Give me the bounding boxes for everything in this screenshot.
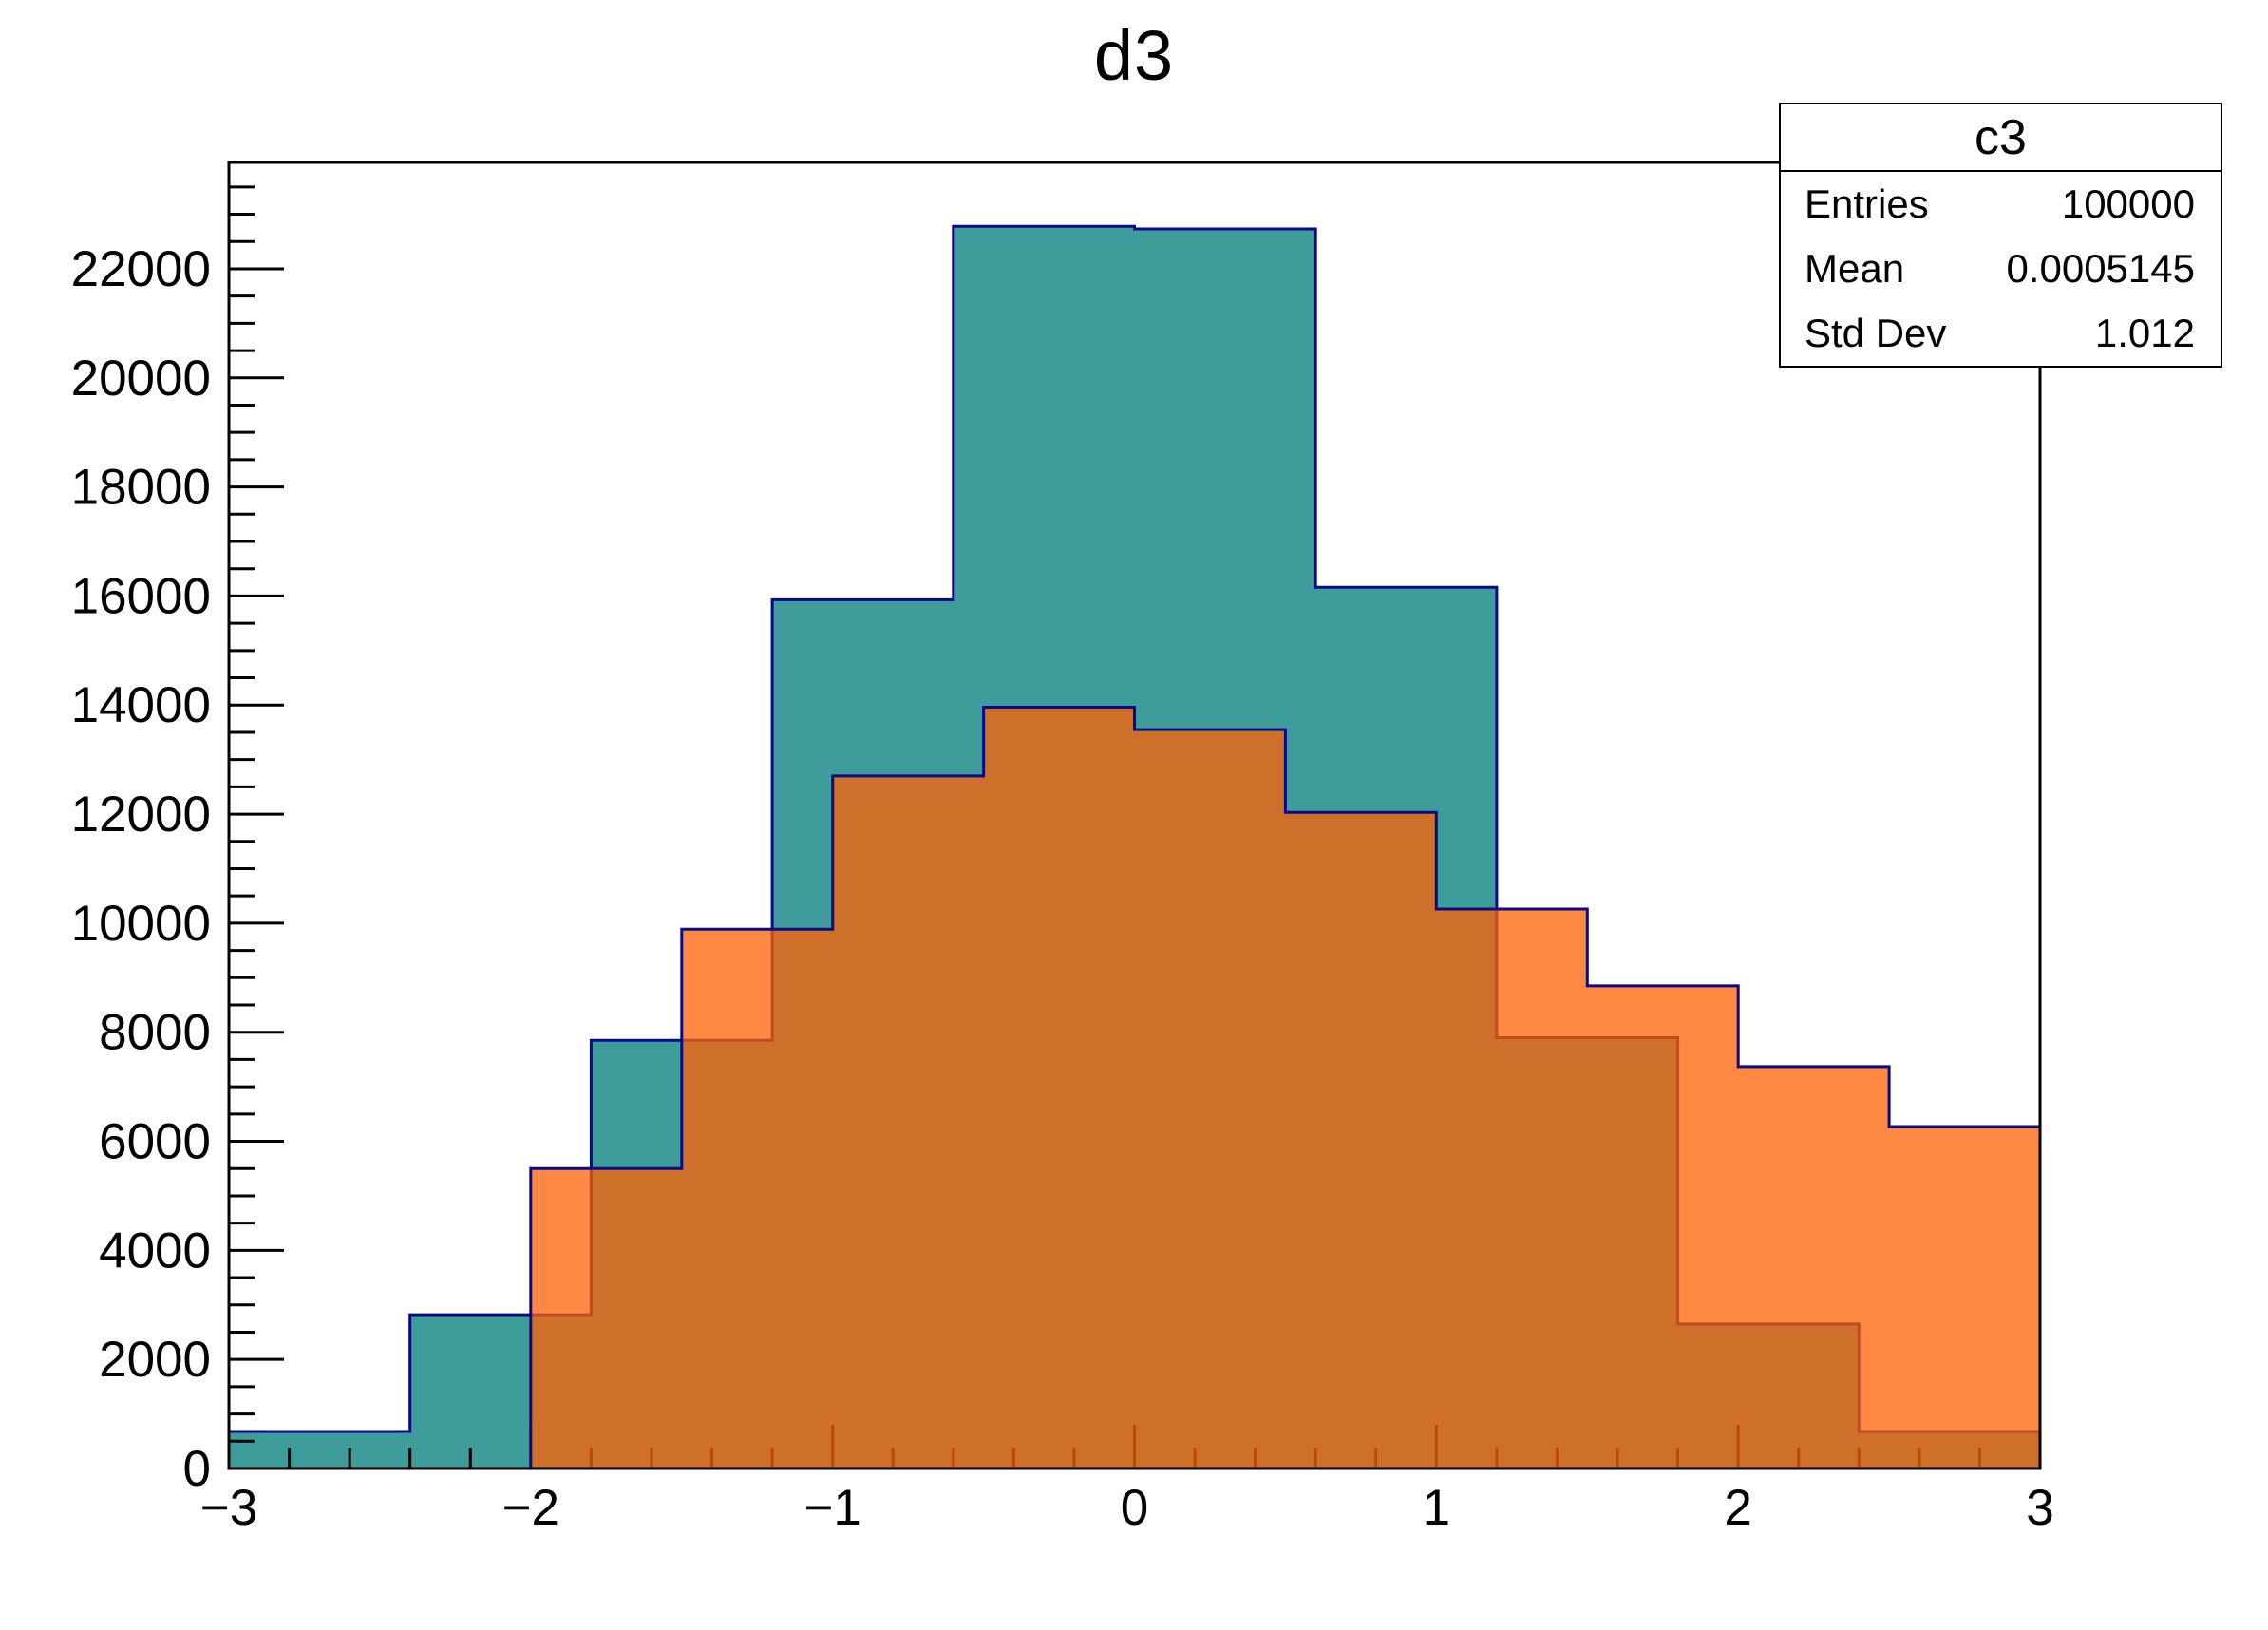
y-axis-tick-label: 20000 [71, 351, 211, 407]
stats-box: c3 Entries 100000 Mean 0.0005145 Std Dev… [1779, 103, 2222, 368]
plot-frame [227, 161, 2042, 1470]
orange-histogram [529, 706, 2042, 1470]
x-axis-tick-label: 1 [1423, 1480, 1450, 1536]
chart-title: d3 [1093, 15, 1175, 95]
stats-row-value: 100000 [2061, 181, 2195, 226]
y-axis-tick-label: 0 [183, 1441, 211, 1497]
stats-row-label: Std Dev [1805, 311, 1947, 355]
x-axis-tick-label: 2 [1724, 1480, 1751, 1536]
y-axis-tick-label: 10000 [71, 896, 211, 952]
stats-row-entries: Entries 100000 [1781, 172, 2221, 237]
stats-row-label: Mean [1805, 246, 1905, 291]
y-axis-tick-label: 18000 [71, 460, 211, 516]
stats-row-value: 1.012 [2094, 311, 2195, 355]
y-axis-tick-label: 2000 [99, 1332, 211, 1388]
stats-box-title: c3 [1781, 104, 2221, 172]
y-axis-tick-label: 8000 [99, 1005, 211, 1061]
stats-row-stddev: Std Dev 1.012 [1781, 301, 2221, 366]
y-axis-tick-label: 12000 [71, 787, 211, 843]
x-axis-tick-label: 3 [2026, 1480, 2053, 1536]
x-axis-tick-label: −3 [200, 1480, 257, 1536]
x-axis-tick-label: −2 [502, 1480, 559, 1536]
y-axis-tick-label: 6000 [99, 1114, 211, 1170]
axis-labels: −3 −2 −1 0 1 2 3 0 2000 4000 6000 8000 10000 12000 140… [71, 241, 2054, 1536]
stats-row-label: Entries [1805, 181, 1929, 226]
stats-row-value: 0.0005145 [2006, 246, 2195, 291]
y-axis-tick-label: 22000 [71, 241, 211, 297]
x-axis-tick-label: −1 [803, 1480, 860, 1536]
stats-rows: Entries 100000 Mean 0.0005145 Std Dev 1.… [1781, 172, 2221, 366]
x-axis-tick-label: 0 [1121, 1480, 1148, 1536]
y-axis-tick-label: 16000 [71, 568, 211, 624]
stats-row-mean: Mean 0.0005145 [1781, 237, 2221, 301]
y-axis-tick-label: 14000 [71, 677, 211, 733]
y-axis-tick-label: 4000 [99, 1222, 211, 1279]
